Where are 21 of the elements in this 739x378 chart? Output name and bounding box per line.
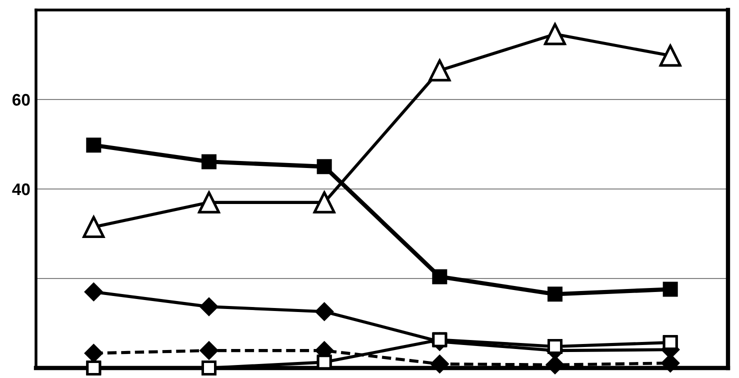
point xyxy=(548,286,562,302)
point xyxy=(86,360,102,376)
y-tick-label: 60 xyxy=(12,94,30,106)
point xyxy=(202,154,216,170)
point xyxy=(84,344,103,362)
point xyxy=(544,23,566,46)
point xyxy=(428,59,451,82)
point xyxy=(82,216,105,238)
point xyxy=(316,159,332,174)
point xyxy=(662,334,678,350)
point xyxy=(315,302,334,321)
point xyxy=(86,138,102,153)
y-tick-label: 40 xyxy=(12,183,30,196)
point xyxy=(84,282,103,302)
point xyxy=(432,269,448,284)
point xyxy=(200,298,218,316)
point xyxy=(198,191,220,214)
point xyxy=(200,341,218,360)
point xyxy=(659,44,682,67)
point xyxy=(313,191,336,214)
point xyxy=(662,282,678,297)
